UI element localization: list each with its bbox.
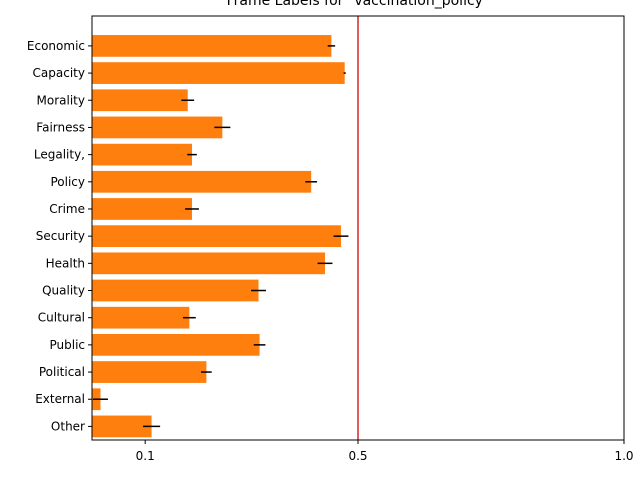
bar-11: [92, 334, 260, 356]
x-axis-ticks: 0.1 0.5 1.0: [136, 440, 634, 463]
chart-title: Frame Labels for "vaccination_policy": [227, 0, 490, 9]
bar-12: [92, 361, 207, 383]
y-tick-label-6: Crime: [49, 202, 85, 216]
bar-6: [92, 198, 193, 220]
bar-0: [92, 35, 332, 57]
x-tick-label-1: 0.5: [348, 449, 367, 463]
y-axis-ticks: Economic Capacity Morality Fairness Legality…: [27, 39, 92, 433]
y-tick-label-13: External: [35, 392, 85, 406]
y-tick-label-9: Quality: [42, 284, 85, 298]
y-tick-label-10: Cultural: [38, 311, 85, 325]
y-tick-label-5: Policy: [50, 175, 85, 189]
bar-4: [92, 143, 193, 166]
bar-3: [92, 116, 223, 139]
bars-group: [92, 35, 349, 438]
y-tick-label-2: Morality: [37, 93, 85, 107]
bar-7: [92, 225, 341, 248]
y-tick-label-12: Political: [39, 365, 85, 379]
bar-9: [92, 279, 259, 302]
y-tick-label-3: Fairness: [36, 120, 85, 134]
y-tick-label-8: Health: [46, 256, 85, 270]
y-tick-label-11: Public: [49, 338, 85, 352]
y-tick-label-1: Capacity: [33, 66, 85, 80]
x-tick-label-0: 0.1: [136, 449, 155, 463]
y-tick-label-7: Security: [36, 229, 85, 243]
bar-8: [92, 252, 326, 275]
x-tick-label-2: 1.0: [614, 449, 633, 463]
bar-1: [92, 62, 345, 84]
bar-14: [92, 415, 152, 438]
y-tick-label-0: Economic: [27, 39, 85, 53]
y-tick-label-14: Other: [51, 419, 85, 433]
bar-5: [92, 170, 312, 193]
axes-frame: [91, 15, 625, 441]
bar-10: [92, 306, 190, 329]
bar-2: [92, 89, 188, 112]
y-tick-label-4: Legality,: [34, 148, 85, 162]
